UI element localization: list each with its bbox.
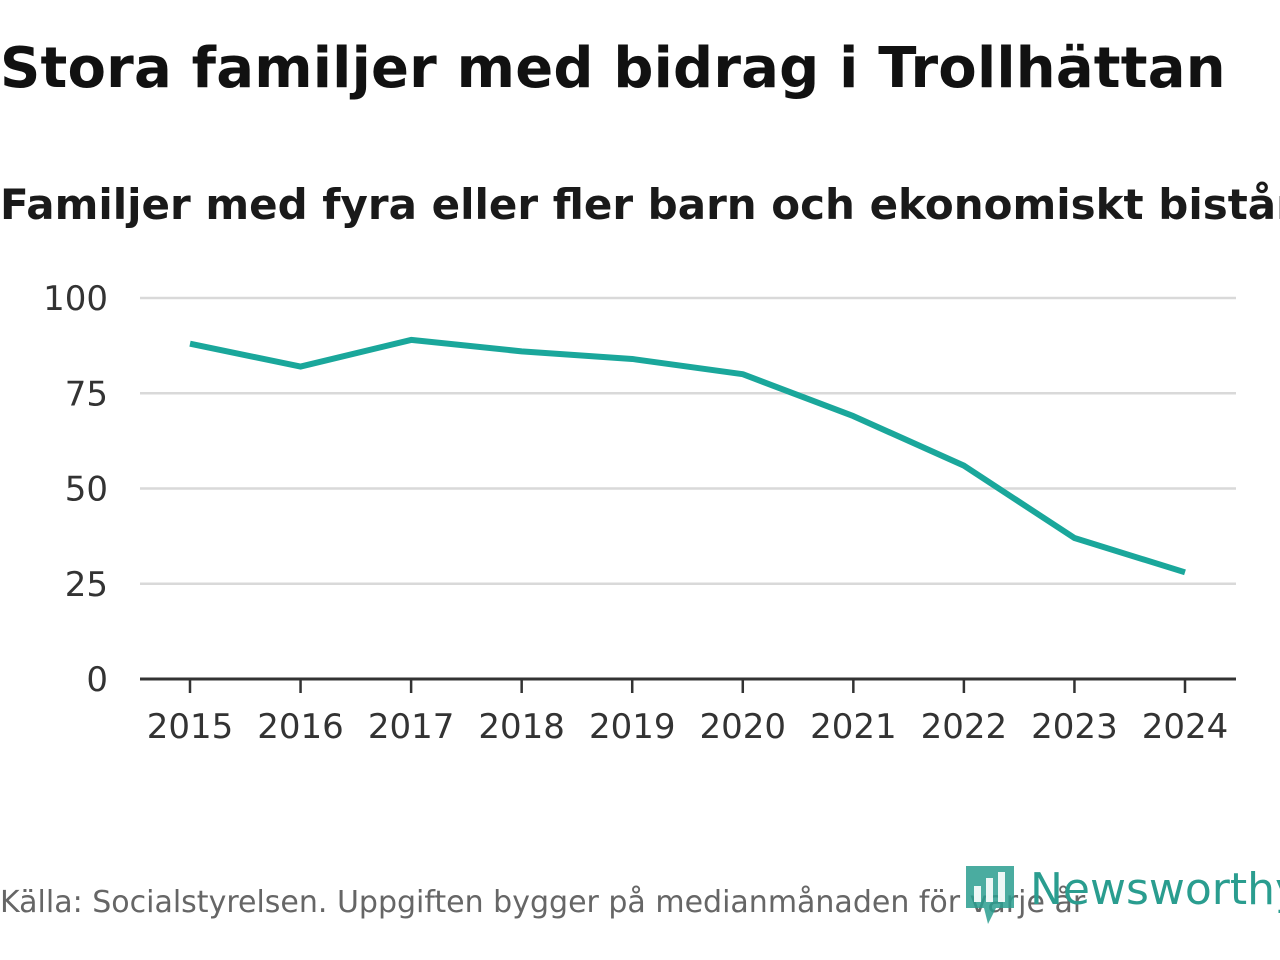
grid-lines bbox=[140, 296, 1236, 585]
x-tick-label: 2020 bbox=[700, 707, 787, 747]
newsworthy-logo-icon bbox=[966, 866, 1014, 924]
series-line bbox=[189, 336, 1186, 576]
y-tick-label: 50 bbox=[65, 470, 108, 510]
chart-subtitle: Familjer med fyra eller fler barn och ek… bbox=[0, 180, 1280, 229]
source-note: Källa: Socialstyrelsen. Uppgiften bygger… bbox=[0, 885, 1086, 920]
x-axis-tick-labels: 2015 2016 2017 2018 2019 2020 2021 2022 2023 2024 bbox=[147, 707, 1229, 747]
x-tick-label: 2015 bbox=[147, 707, 234, 747]
y-axis-tick-labels: 100 75 50 25 0 bbox=[43, 279, 108, 700]
y-tick-label: 25 bbox=[65, 565, 108, 605]
x-tick-label: 2017 bbox=[368, 707, 455, 747]
y-tick-label: 100 bbox=[43, 279, 108, 319]
x-tick-label: 2019 bbox=[589, 707, 676, 747]
logo-text: Newsworthy bbox=[1030, 864, 1280, 915]
y-tick-label: 0 bbox=[86, 660, 108, 700]
chart-title: Stora familjer med bidrag i Trollhättan bbox=[0, 36, 1226, 101]
x-tick-label: 2022 bbox=[921, 707, 1008, 747]
series-layer bbox=[189, 336, 1186, 576]
x-axis bbox=[140, 677, 1236, 693]
x-tick-label: 2024 bbox=[1142, 707, 1229, 747]
x-tick-label: 2018 bbox=[478, 707, 565, 747]
x-tick-label: 2016 bbox=[257, 707, 344, 747]
newsworthy-logo: Newsworthy bbox=[962, 862, 1280, 928]
y-tick-label: 75 bbox=[65, 374, 108, 414]
x-tick-label: 2021 bbox=[810, 707, 897, 747]
x-tick-label: 2023 bbox=[1031, 707, 1118, 747]
